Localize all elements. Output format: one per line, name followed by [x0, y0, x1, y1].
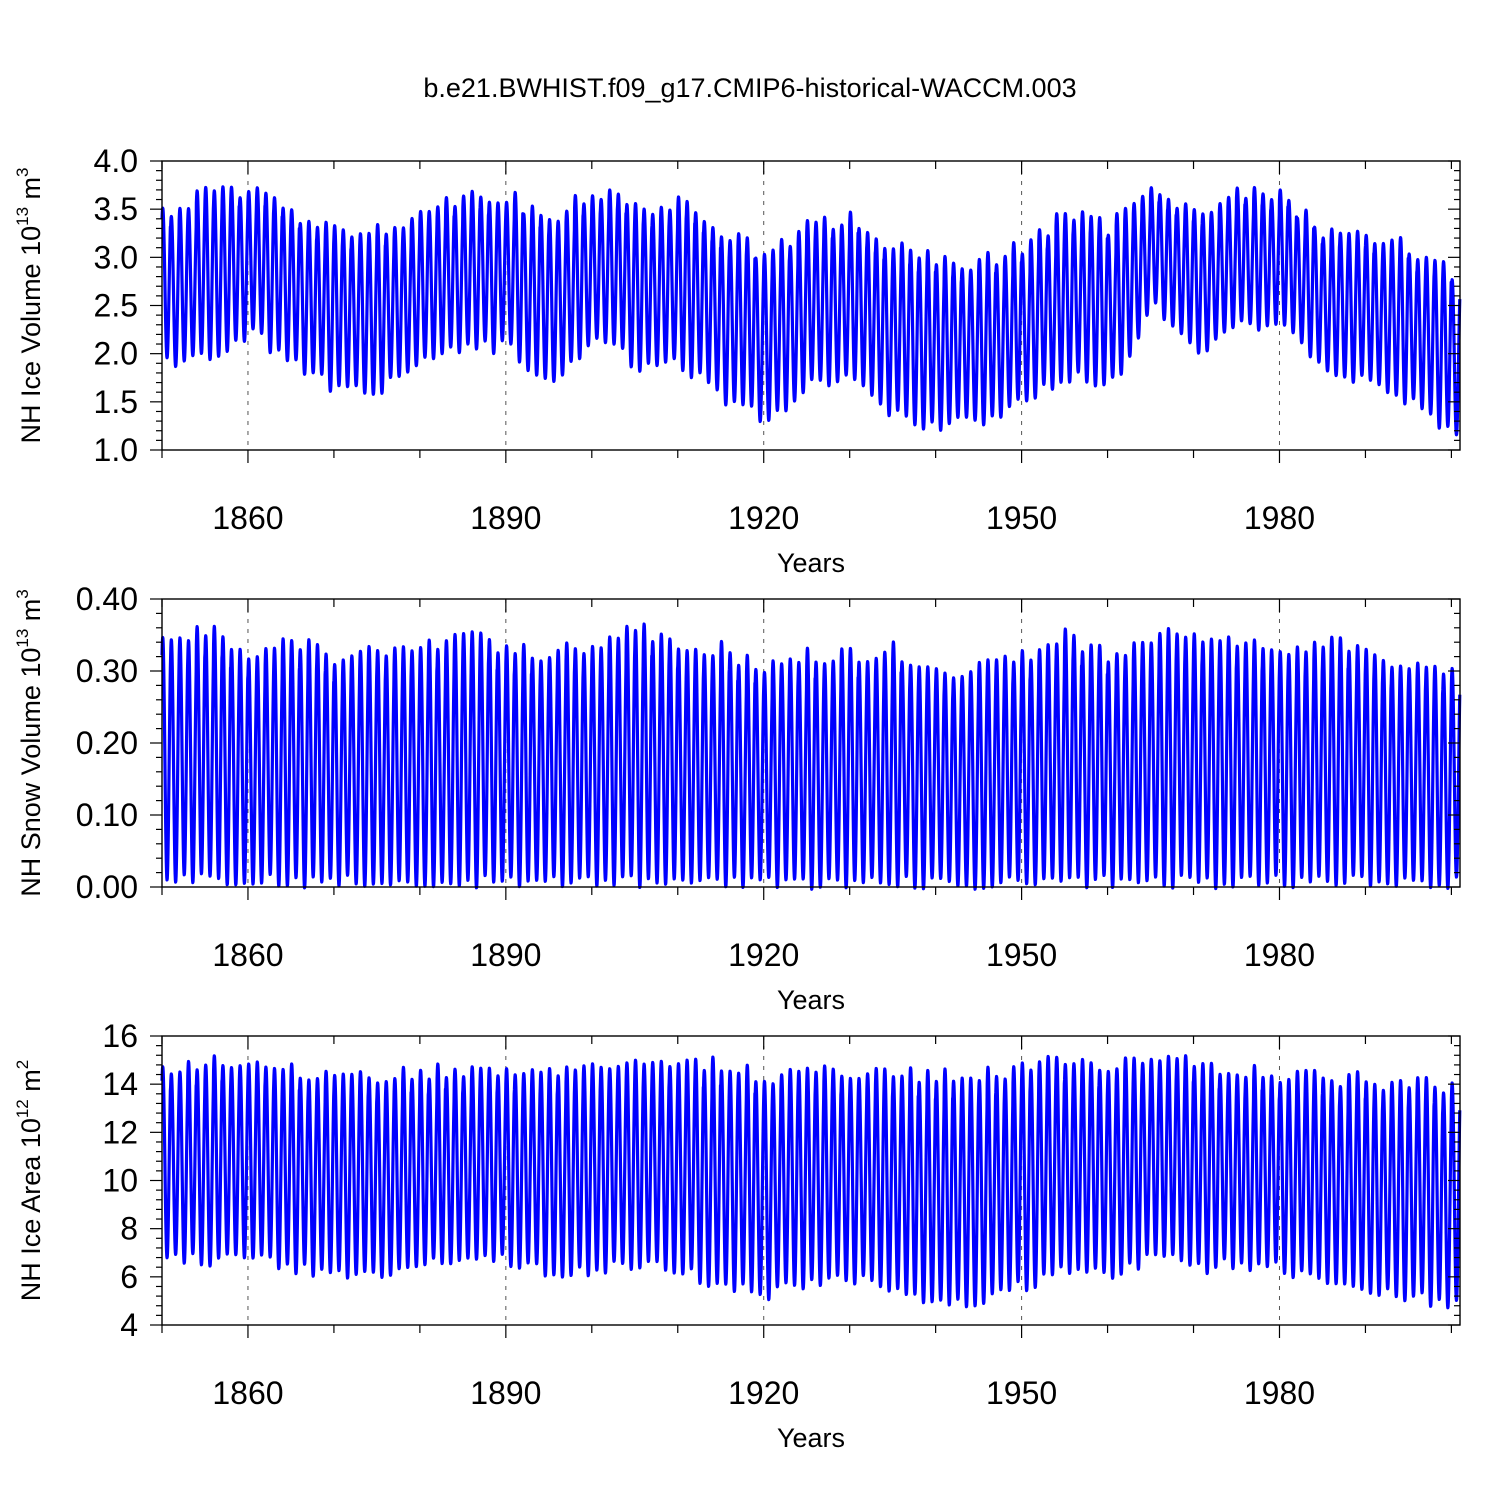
x-axis-label: Years [777, 548, 845, 578]
y-tick-label-6: 6 [120, 1259, 138, 1295]
x-tick-label-1950: 1950 [986, 937, 1057, 973]
x-tick-label-1950: 1950 [986, 500, 1057, 536]
y-tick-label-2.5: 2.5 [94, 288, 138, 324]
y-axis-label-unit: m [16, 599, 46, 629]
y-tick-label-0.30: 0.30 [76, 653, 138, 689]
y-tick-label-1.0: 1.0 [94, 432, 138, 468]
y-tick-label-2.0: 2.0 [94, 336, 138, 372]
x-tick-label-1920: 1920 [728, 500, 799, 536]
y-tick-label-3.5: 3.5 [94, 191, 138, 227]
y-axis-label-unit-exp: 3 [13, 168, 32, 177]
y-tick-label-4.0: 4.0 [94, 143, 138, 179]
y-tick-label-0.40: 0.40 [76, 581, 138, 617]
x-tick-label-1920: 1920 [728, 937, 799, 973]
x-tick-label-1890: 1890 [470, 1375, 541, 1411]
y-axis-label-exp: 13 [13, 629, 32, 648]
x-tick-label-1860: 1860 [212, 500, 283, 536]
y-tick-label-0.20: 0.20 [76, 725, 138, 761]
y-axis-label-unit: m [16, 177, 46, 207]
x-tick-label-1860: 1860 [212, 1375, 283, 1411]
x-tick-label-1980: 1980 [1244, 937, 1315, 973]
y-tick-label-0.00: 0.00 [76, 869, 138, 905]
y-axis-label-unit-exp: 3 [13, 589, 32, 598]
y-tick-label-10: 10 [102, 1163, 138, 1199]
y-axis-label: NH Ice Volume 1013 m3 [13, 168, 46, 444]
y-axis-label-text: NH Snow Volume 10 [16, 648, 46, 897]
y-tick-label-16: 16 [102, 1018, 138, 1054]
y-axis-label-exp: 12 [13, 1099, 32, 1118]
series-line-ice-area [160, 1054, 1462, 1310]
x-tick-label-1890: 1890 [470, 500, 541, 536]
series-line-snow-volume [160, 622, 1462, 891]
y-axis-label: NH Ice Area 1012 m2 [13, 1060, 46, 1301]
x-tick-label-1860: 1860 [212, 937, 283, 973]
y-axis-label-text: NH Ice Volume 10 [16, 226, 46, 444]
x-tick-label-1980: 1980 [1244, 1375, 1315, 1411]
panel-snow-volume: 1860 1890 1920 1950 1980 Years 0.00 0.10 0.20 0.3… [13, 581, 1462, 1015]
x-tick-label-1950: 1950 [986, 1375, 1057, 1411]
x-axis-label: Years [777, 1423, 845, 1453]
figure-title: b.e21.BWHIST.f09_g17.CMIP6-historical-WA… [423, 73, 1076, 103]
y-axis-label-exp: 13 [13, 207, 32, 226]
y-axis-label-unit-exp: 2 [13, 1060, 32, 1069]
x-tick-label-1890: 1890 [470, 937, 541, 973]
x-tick-label-1920: 1920 [728, 1375, 799, 1411]
y-tick-label-0.10: 0.10 [76, 797, 138, 833]
x-tick-label-1980: 1980 [1244, 500, 1315, 536]
y-axis-label-unit: m [16, 1069, 46, 1099]
panel-ice-area: 1860 1890 1920 1950 1980 Years 4 6 8 10 12 14 16 NH I… [13, 1018, 1462, 1453]
series-line-ice-volume [160, 185, 1462, 437]
panels: 1860 1890 1920 1950 1980 Years 1.0 1.5 2.0 2.5 3.0… [13, 143, 1462, 1453]
x-axis-label: Years [777, 985, 845, 1015]
y-tick-label-1.5: 1.5 [94, 384, 138, 420]
y-tick-label-8: 8 [120, 1211, 138, 1247]
y-tick-label-12: 12 [102, 1114, 138, 1150]
y-axis-label: NH Snow Volume 1013 m3 [13, 589, 46, 897]
y-tick-label-14: 14 [102, 1066, 138, 1102]
y-tick-label-3.0: 3.0 [94, 239, 138, 275]
y-axis-label-text: NH Ice Area 10 [16, 1118, 46, 1301]
panel-ice-volume: 1860 1890 1920 1950 1980 Years 1.0 1.5 2.0 2.5 3.0… [13, 143, 1462, 578]
y-tick-label-4: 4 [120, 1307, 138, 1343]
